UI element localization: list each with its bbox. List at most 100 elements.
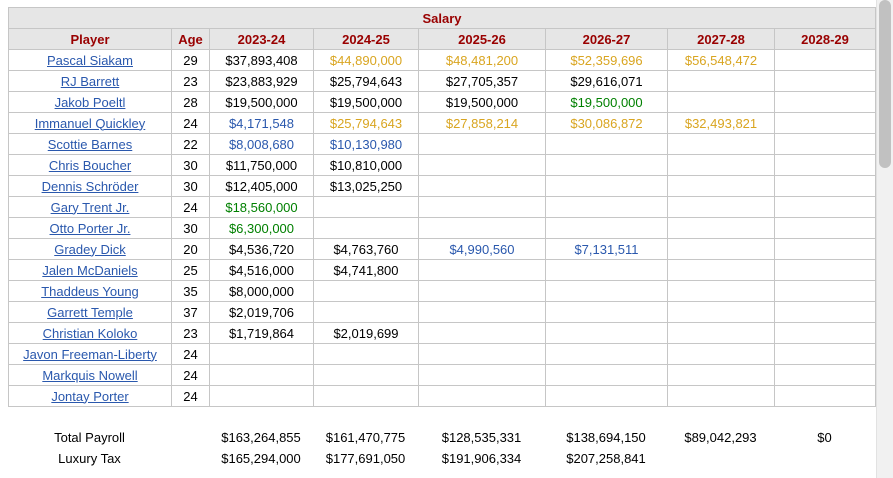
column-header-row: Player Age 2023-24 2024-25 2025-26 2026-27 202… xyxy=(8,28,877,50)
age-cell: 29 xyxy=(171,49,210,71)
column-header-2025-26: 2025-26 xyxy=(418,28,546,50)
player-link[interactable]: Dennis Schröder xyxy=(41,178,139,194)
salary-cell: $18,560,000 xyxy=(209,196,314,218)
salary-cell: $19,500,000 xyxy=(313,91,419,113)
totals-table: Total Payroll $163,264,855 $161,470,775 $12… xyxy=(8,427,875,469)
player-link[interactable]: Chris Boucher xyxy=(48,157,132,173)
salary-cell xyxy=(773,175,877,197)
player-link[interactable]: Otto Porter Jr. xyxy=(49,220,131,236)
salary-table: Salary Player Age 2023-24 2024-25 2025-26 202… xyxy=(7,7,877,407)
age-cell: 23 xyxy=(171,322,210,344)
player-link[interactable]: Scottie Barnes xyxy=(47,136,133,152)
salary-cell xyxy=(773,343,877,365)
column-header-2028-29: 2028-29 xyxy=(773,28,877,50)
salary-cell xyxy=(667,280,775,302)
player-name-cell: Garrett Temple xyxy=(8,301,172,323)
totals-value: $161,470,775 xyxy=(325,430,406,445)
salary-cell xyxy=(773,70,877,92)
salary-cell xyxy=(418,217,546,239)
players-tbody: Pascal Siakam 29 $37,893,408 $44,890,000 $48… xyxy=(8,49,877,407)
salary-cell xyxy=(667,70,775,92)
totals-label: Luxury Tax xyxy=(58,451,121,466)
salary-cell xyxy=(545,175,668,197)
age-cell: 24 xyxy=(171,112,210,134)
salary-cell xyxy=(209,385,314,407)
salary-cell xyxy=(418,343,546,365)
salary-cell: $32,493,821 xyxy=(667,112,775,134)
player-link[interactable]: Jakob Poeltl xyxy=(54,94,126,110)
salary-cell xyxy=(545,301,668,323)
salary-cell xyxy=(545,322,668,344)
salary-cell: $19,500,000 xyxy=(545,91,668,113)
salary-cell xyxy=(667,364,775,386)
salary-cell: $4,763,760 xyxy=(313,238,419,260)
salary-cell: $7,131,511 xyxy=(545,238,668,260)
totals-value: $89,042,293 xyxy=(684,430,757,445)
salary-cell xyxy=(545,385,668,407)
salary-cell xyxy=(418,133,546,155)
player-link[interactable]: Gradey Dick xyxy=(54,241,126,257)
salary-cell: $19,500,000 xyxy=(418,91,546,113)
salary-cell xyxy=(667,175,775,197)
age-cell: 30 xyxy=(171,175,210,197)
player-link[interactable]: Javon Freeman-Liberty xyxy=(23,346,157,362)
salary-cell: $13,025,250 xyxy=(313,175,419,197)
salary-cell: $2,019,706 xyxy=(209,301,314,323)
salary-cell xyxy=(667,238,775,260)
player-name-cell: Pascal Siakam xyxy=(8,49,172,71)
totals-age-spacer xyxy=(171,427,209,448)
salary-cell xyxy=(313,301,419,323)
player-row: Chris Boucher 30 $11,750,000 $10,810,000 xyxy=(8,154,877,176)
totals-value: $0 xyxy=(817,430,832,445)
age-cell: 20 xyxy=(171,238,210,260)
salary-cell: $2,019,699 xyxy=(313,322,419,344)
player-row: Otto Porter Jr. 30 $6,300,000 xyxy=(8,217,877,239)
player-link[interactable]: Thaddeus Young xyxy=(41,283,139,299)
player-row: Javon Freeman-Liberty 24 xyxy=(8,343,877,365)
salary-cell xyxy=(773,49,877,71)
player-link[interactable]: Jontay Porter xyxy=(51,388,129,404)
age-cell: 24 xyxy=(171,196,210,218)
salary-cell: $27,705,357 xyxy=(418,70,546,92)
player-row: Markquis Nowell 24 xyxy=(8,364,877,386)
player-row: RJ Barrett 23 $23,883,929 $25,794,643 $27,70… xyxy=(8,70,877,92)
salary-cell: $4,741,800 xyxy=(313,259,419,281)
player-row: Gradey Dick 20 $4,536,720 $4,763,760 $4,990,… xyxy=(8,238,877,260)
player-link[interactable]: Jalen McDaniels xyxy=(42,262,138,278)
salary-cell xyxy=(209,343,314,365)
salary-cell: $19,500,000 xyxy=(209,91,314,113)
age-cell: 30 xyxy=(171,154,210,176)
salary-cell xyxy=(773,280,877,302)
player-link[interactable]: Christian Koloko xyxy=(42,325,138,341)
salary-cell: $4,171,548 xyxy=(209,112,314,134)
totals-row: Total Payroll $163,264,855 $161,470,775 $12… xyxy=(8,427,875,448)
player-row: Jakob Poeltl 28 $19,500,000 $19,500,000 $19,… xyxy=(8,91,877,113)
player-link[interactable]: Garrett Temple xyxy=(47,304,133,320)
salary-cell xyxy=(773,301,877,323)
vertical-scrollbar[interactable] xyxy=(876,0,893,478)
player-link[interactable]: Pascal Siakam xyxy=(47,52,133,68)
player-link[interactable]: Gary Trent Jr. xyxy=(50,199,130,215)
player-name-cell: Otto Porter Jr. xyxy=(8,217,172,239)
salary-cell xyxy=(418,385,546,407)
player-row: Thaddeus Young 35 $8,000,000 xyxy=(8,280,877,302)
salary-cell xyxy=(773,238,877,260)
salary-cell: $4,536,720 xyxy=(209,238,314,260)
salary-cell xyxy=(545,133,668,155)
player-link[interactable]: Markquis Nowell xyxy=(42,367,138,383)
player-name-cell: Scottie Barnes xyxy=(8,133,172,155)
salary-cell xyxy=(209,364,314,386)
age-cell: 35 xyxy=(171,280,210,302)
player-link[interactable]: RJ Barrett xyxy=(60,73,120,89)
scrollbar-thumb[interactable] xyxy=(879,0,891,168)
salary-cell xyxy=(418,301,546,323)
age-cell: 28 xyxy=(171,91,210,113)
salary-cell xyxy=(545,364,668,386)
player-name-cell: Gary Trent Jr. xyxy=(8,196,172,218)
player-name-cell: Christian Koloko xyxy=(8,322,172,344)
salary-cell: $52,359,696 xyxy=(545,49,668,71)
totals-value: $138,694,150 xyxy=(566,430,646,445)
player-link[interactable]: Immanuel Quickley xyxy=(34,115,146,131)
player-name-cell: Markquis Nowell xyxy=(8,364,172,386)
